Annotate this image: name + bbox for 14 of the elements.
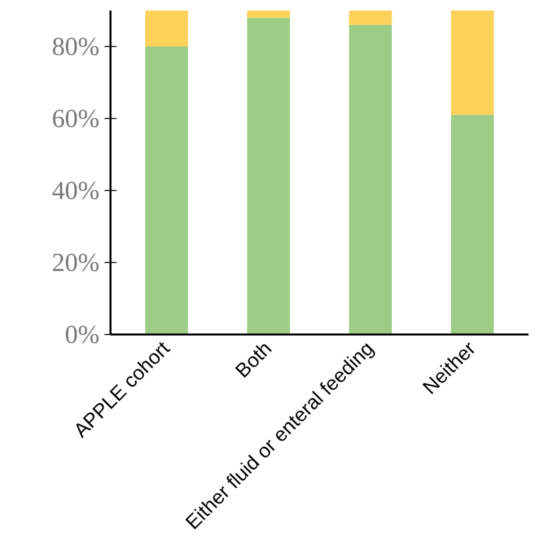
bar <box>349 24 392 334</box>
y-tick-label: 20% <box>52 248 100 277</box>
y-tick-label: 60% <box>52 104 100 133</box>
x-tick-label: Both <box>232 338 276 382</box>
bar <box>451 10 494 115</box>
bar <box>145 46 188 334</box>
y-tick-label: 40% <box>52 176 100 205</box>
bar <box>349 10 392 25</box>
y-tick-label: 80% <box>52 32 100 61</box>
bar <box>247 10 290 18</box>
bar <box>451 114 494 334</box>
y-tick-label: 0% <box>64 320 100 349</box>
bar <box>247 18 290 334</box>
bar <box>145 10 188 46</box>
